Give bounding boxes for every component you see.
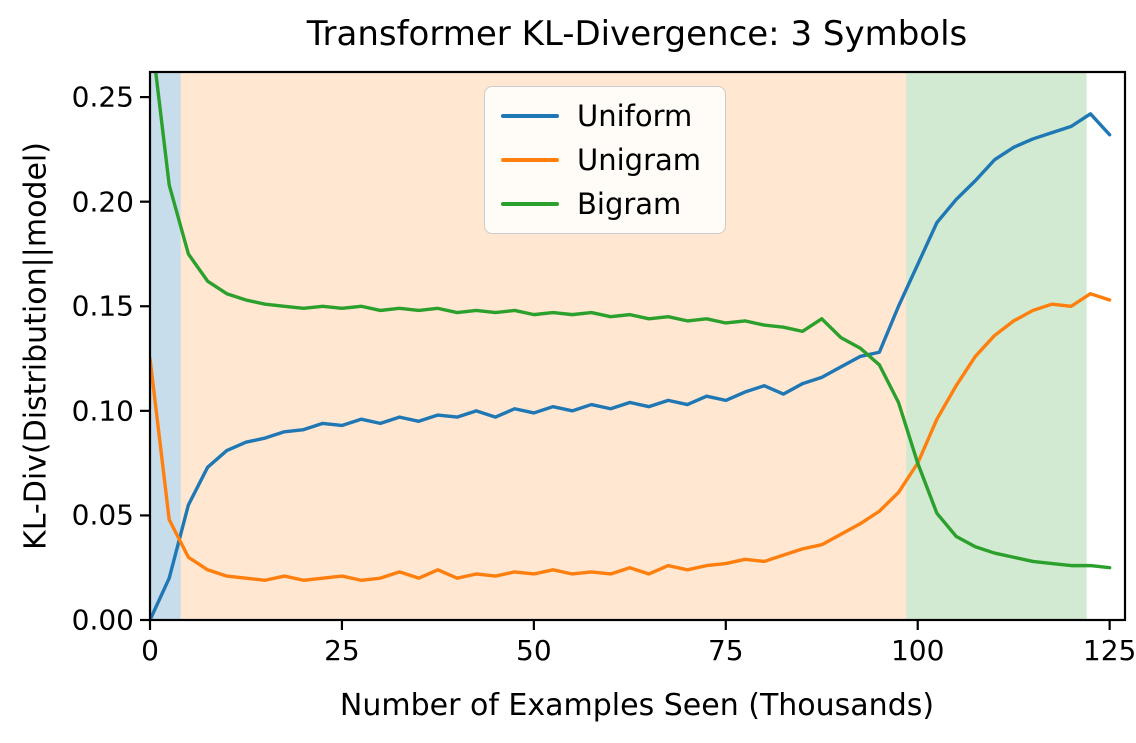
x-tick-label: 75 (707, 634, 744, 667)
legend-entry-bigram: Bigram (501, 187, 701, 221)
series-line-bigram (154, 72, 1112, 570)
y-tick-label: 0.10 (71, 394, 134, 428)
y-tick-label: 0.25 (71, 80, 134, 114)
y-tick-label: 0.00 (71, 603, 134, 637)
x-tick-label: 100 (890, 634, 945, 667)
x-tick-label: 125 (1082, 634, 1136, 667)
series-line-unigram (150, 292, 1112, 582)
legend-entry-uniform: Uniform (501, 99, 701, 133)
bigram-best-region (906, 72, 1087, 620)
legend-entry-unigram: Unigram (501, 143, 701, 177)
y-tick-label: 0.15 (71, 289, 134, 323)
series-line-uniform (150, 112, 1112, 620)
legend-line-sample-bigram (501, 202, 559, 206)
legend: Uniform Unigram Bigram (484, 86, 727, 234)
axes-spines (148, 70, 1127, 622)
legend-line-sample-unigram (501, 158, 559, 162)
x-tick-label: 50 (516, 634, 552, 667)
x-tick-label: 0 (141, 634, 159, 667)
legend-label-unigram: Unigram (577, 143, 702, 177)
y-tick-label: 0.05 (71, 498, 134, 532)
x-axis-label: Number of Examples Seen (Thousands) (339, 688, 935, 723)
chart-title: Transformer KL-Divergence: 3 Symbols (306, 14, 968, 54)
legend-label-uniform: Uniform (577, 99, 693, 133)
x-tick-label: 25 (324, 634, 360, 667)
y-tick-label: 0.20 (71, 185, 134, 219)
legend-line-sample-uniform (501, 114, 559, 118)
legend-label-bigram: Bigram (577, 187, 682, 221)
